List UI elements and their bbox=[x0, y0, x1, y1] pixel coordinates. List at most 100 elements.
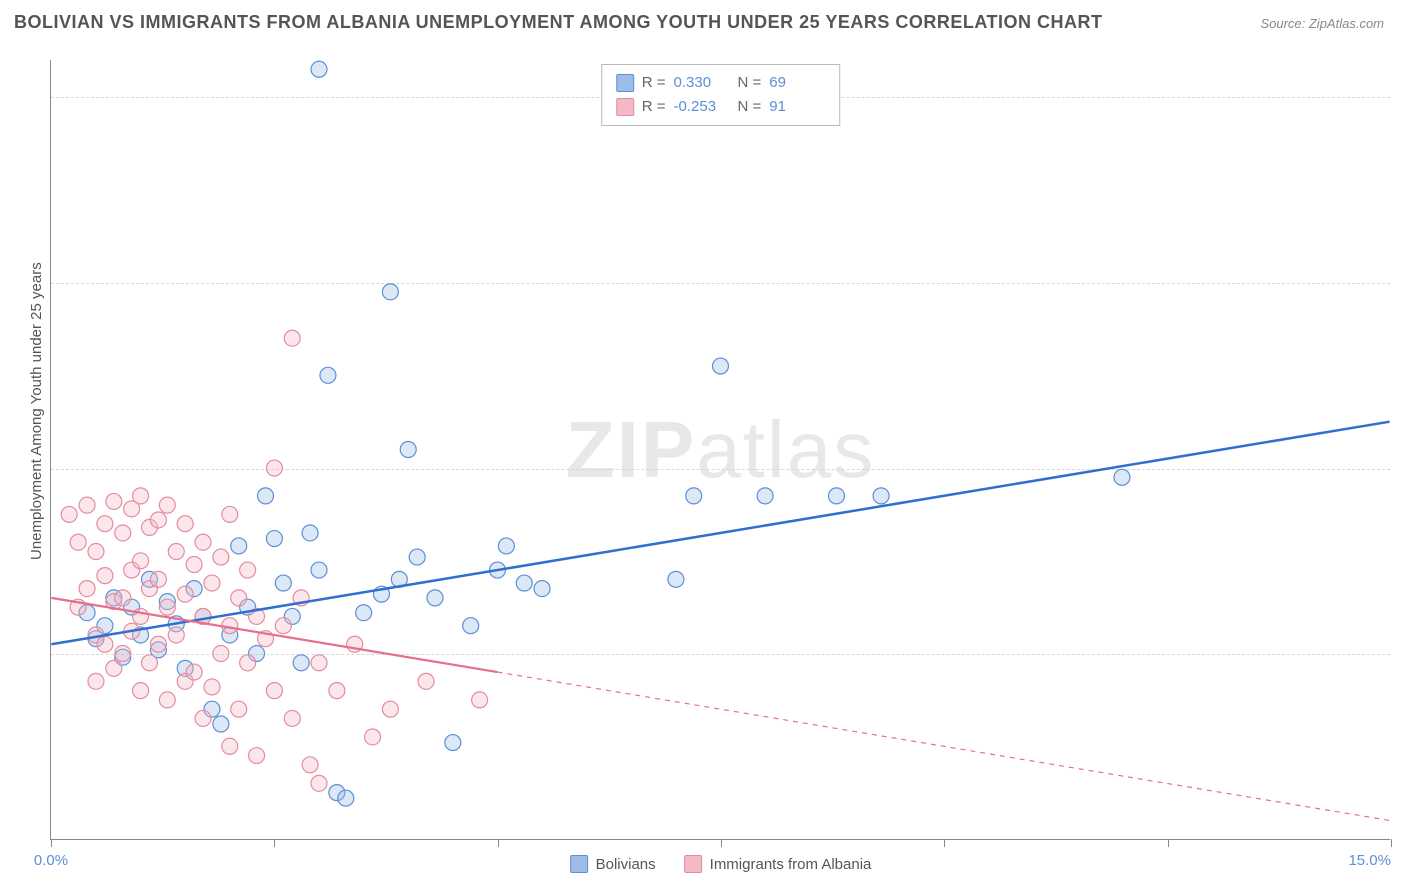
data-point bbox=[186, 664, 202, 680]
r-label: R = bbox=[642, 71, 666, 95]
data-point bbox=[150, 571, 166, 587]
data-point bbox=[231, 590, 247, 606]
data-point bbox=[115, 646, 131, 662]
n-value: 69 bbox=[769, 71, 825, 95]
data-point bbox=[79, 581, 95, 597]
data-point bbox=[106, 660, 122, 676]
legend-item-2: Immigrants from Albania bbox=[684, 855, 872, 873]
data-point bbox=[284, 330, 300, 346]
data-point bbox=[356, 605, 372, 621]
swatch-series-1 bbox=[570, 855, 588, 873]
data-point bbox=[320, 367, 336, 383]
chart-area: ZIPatlas R = 0.330 N = 69 R = -0.253 N =… bbox=[50, 60, 1390, 840]
data-point bbox=[70, 534, 86, 550]
data-point bbox=[240, 562, 256, 578]
r-label: R = bbox=[642, 95, 666, 119]
data-point bbox=[311, 655, 327, 671]
r-value: 0.330 bbox=[674, 71, 730, 95]
data-point bbox=[213, 646, 229, 662]
data-point bbox=[142, 655, 158, 671]
trend-line-dashed bbox=[497, 672, 1389, 820]
data-point bbox=[1114, 469, 1130, 485]
x-tick bbox=[1168, 839, 1169, 847]
data-point bbox=[168, 627, 184, 643]
x-tick bbox=[1391, 839, 1392, 847]
data-point bbox=[106, 493, 122, 509]
data-point bbox=[302, 525, 318, 541]
x-end-label: 15.0% bbox=[1348, 852, 1391, 869]
data-point bbox=[222, 506, 238, 522]
data-point bbox=[204, 575, 220, 591]
data-point bbox=[686, 488, 702, 504]
data-point bbox=[133, 553, 149, 569]
data-point bbox=[382, 701, 398, 717]
y-axis-label: Unemployment Among Youth under 25 years bbox=[28, 262, 45, 560]
source-label: Source: ZipAtlas.com bbox=[1260, 16, 1384, 31]
legend-series: Bolivians Immigrants from Albania bbox=[570, 855, 872, 873]
data-point bbox=[266, 460, 282, 476]
trend-line bbox=[51, 422, 1389, 645]
data-point bbox=[498, 538, 514, 554]
data-point bbox=[472, 692, 488, 708]
swatch-series-2 bbox=[684, 855, 702, 873]
data-point bbox=[195, 534, 211, 550]
data-point bbox=[88, 544, 104, 560]
n-value: 91 bbox=[769, 95, 825, 119]
data-point bbox=[97, 516, 113, 532]
data-point bbox=[338, 790, 354, 806]
data-point bbox=[222, 738, 238, 754]
chart-title: BOLIVIAN VS IMMIGRANTS FROM ALBANIA UNEM… bbox=[14, 12, 1103, 33]
data-point bbox=[275, 575, 291, 591]
legend-row-1: R = 0.330 N = 69 bbox=[616, 71, 826, 95]
data-point bbox=[150, 636, 166, 652]
data-point bbox=[213, 716, 229, 732]
data-point bbox=[186, 557, 202, 573]
data-point bbox=[311, 775, 327, 791]
data-point bbox=[115, 590, 131, 606]
legend-row-2: R = -0.253 N = 91 bbox=[616, 95, 826, 119]
data-point bbox=[133, 683, 149, 699]
data-point bbox=[88, 673, 104, 689]
r-value: -0.253 bbox=[674, 95, 730, 119]
data-point bbox=[275, 618, 291, 634]
swatch-series-1 bbox=[616, 74, 634, 92]
data-point bbox=[427, 590, 443, 606]
legend-item-1: Bolivians bbox=[570, 855, 656, 873]
data-point bbox=[257, 488, 273, 504]
n-label: N = bbox=[738, 95, 762, 119]
data-point bbox=[177, 516, 193, 532]
scatter-plot bbox=[51, 60, 1390, 839]
data-point bbox=[311, 562, 327, 578]
data-point bbox=[382, 284, 398, 300]
data-point bbox=[311, 61, 327, 77]
data-point bbox=[249, 748, 265, 764]
legend-label: Immigrants from Albania bbox=[710, 856, 872, 873]
data-point bbox=[97, 568, 113, 584]
data-point bbox=[757, 488, 773, 504]
x-tick bbox=[721, 839, 722, 847]
data-point bbox=[828, 488, 844, 504]
data-point bbox=[231, 701, 247, 717]
data-point bbox=[713, 358, 729, 374]
data-point bbox=[534, 581, 550, 597]
data-point bbox=[115, 525, 131, 541]
data-point bbox=[159, 692, 175, 708]
data-point bbox=[177, 586, 193, 602]
data-point bbox=[204, 679, 220, 695]
n-label: N = bbox=[738, 71, 762, 95]
data-point bbox=[231, 538, 247, 554]
data-point bbox=[418, 673, 434, 689]
data-point bbox=[445, 735, 461, 751]
data-point bbox=[195, 710, 211, 726]
data-point bbox=[302, 757, 318, 773]
data-point bbox=[213, 549, 229, 565]
x-tick bbox=[274, 839, 275, 847]
data-point bbox=[150, 512, 166, 528]
data-point bbox=[365, 729, 381, 745]
data-point bbox=[168, 544, 184, 560]
data-point bbox=[159, 599, 175, 615]
data-point bbox=[79, 497, 95, 513]
x-tick bbox=[51, 839, 52, 847]
data-point bbox=[668, 571, 684, 587]
data-point bbox=[61, 506, 77, 522]
